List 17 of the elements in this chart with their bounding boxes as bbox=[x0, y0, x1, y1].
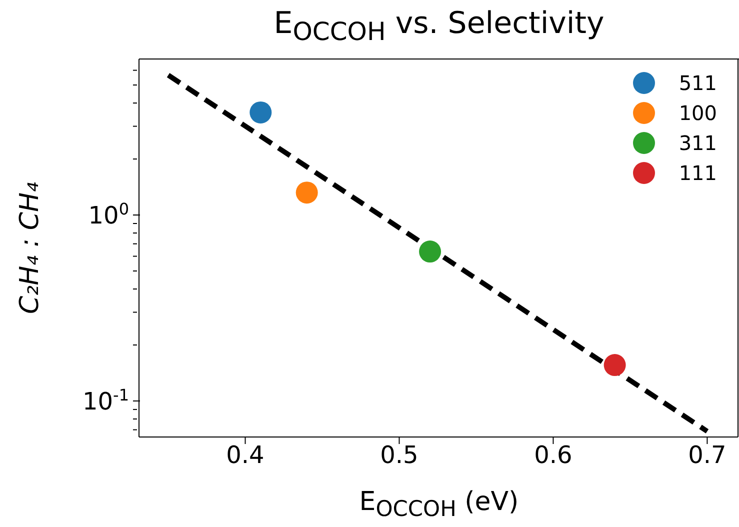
y-tick-label: 10$^{0}$ bbox=[88, 198, 129, 230]
point bbox=[604, 354, 626, 376]
y-axis-title: C₂H₄ : CH₄ bbox=[15, 182, 45, 314]
legend-label: 111 bbox=[678, 160, 717, 187]
point bbox=[419, 240, 442, 263]
x-axis-title: E$_{OCCOH}$ (eV) bbox=[358, 487, 520, 522]
legend-label: 100 bbox=[678, 100, 717, 127]
point bbox=[250, 101, 272, 124]
x-tick-label: 0.4 bbox=[226, 441, 264, 470]
x-tick-label: 0.5 bbox=[380, 441, 418, 470]
point bbox=[296, 182, 318, 204]
legend-label: 311 bbox=[678, 130, 717, 157]
x-tick-label: 0.6 bbox=[534, 441, 572, 470]
legend-label: 511 bbox=[678, 70, 717, 97]
y-tick-label: 10$^{-1}$ bbox=[82, 384, 129, 416]
x-tick-label: 0.7 bbox=[688, 441, 726, 470]
chart-title: E$_{OCCOH}$ vs. Selectivity bbox=[272, 6, 606, 46]
